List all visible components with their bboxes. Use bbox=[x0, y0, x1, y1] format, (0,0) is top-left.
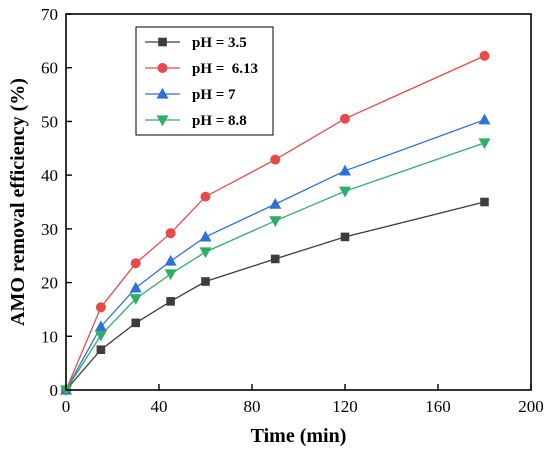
data-point bbox=[270, 154, 281, 165]
data-point bbox=[200, 191, 211, 202]
data-point bbox=[199, 230, 212, 242]
series-line bbox=[65, 201, 485, 391]
series-line bbox=[65, 142, 485, 391]
data-point bbox=[199, 247, 212, 259]
data-point bbox=[129, 281, 142, 293]
x-tick-label: 40 bbox=[151, 397, 168, 416]
data-point bbox=[340, 113, 350, 124]
data-point bbox=[478, 113, 491, 125]
series-line bbox=[65, 55, 485, 391]
legend: pH = 3.5 pH = 6.13 pH = 7 pH = 8.8 bbox=[135, 26, 274, 136]
data-point bbox=[201, 277, 210, 286]
data-point bbox=[270, 254, 280, 264]
legend-entry: pH = 7 bbox=[145, 87, 236, 103]
x-tick-label: 160 bbox=[425, 397, 451, 416]
data-point bbox=[478, 138, 491, 150]
legend-marker bbox=[156, 87, 169, 99]
data-point bbox=[339, 164, 351, 176]
series-layer bbox=[60, 50, 491, 397]
data-point bbox=[479, 50, 490, 61]
legend-entry: pH = 8.8 bbox=[145, 113, 247, 129]
x-tick-label: 0 bbox=[62, 397, 71, 416]
y-axis: 0 10 20 30 40 50 60 70 bbox=[41, 5, 72, 400]
data-point bbox=[164, 254, 177, 266]
data-point bbox=[166, 297, 175, 306]
y-tick-label: 40 bbox=[41, 166, 58, 185]
data-point bbox=[339, 186, 351, 198]
legend-marker bbox=[157, 63, 168, 73]
legend-label: pH = 3.5 bbox=[192, 35, 247, 51]
legend-entry: pH = 6.13 bbox=[145, 61, 258, 77]
legend-label: pH = 7 bbox=[192, 87, 236, 103]
data-point bbox=[269, 216, 282, 227]
data-point bbox=[94, 330, 107, 342]
y-tick-label: 60 bbox=[41, 59, 58, 78]
x-tick-label: 200 bbox=[518, 397, 544, 416]
series-3 bbox=[60, 113, 491, 395]
data-point bbox=[165, 228, 176, 239]
data-point bbox=[164, 269, 177, 281]
legend-marker bbox=[156, 115, 169, 127]
data-point bbox=[95, 302, 106, 313]
data-point bbox=[94, 320, 107, 332]
legend-label: pH = 6.13 bbox=[192, 61, 258, 77]
data-point bbox=[131, 318, 141, 328]
x-axis-title: Time (min) bbox=[251, 425, 347, 447]
data-point bbox=[269, 197, 282, 209]
legend-entry: pH = 3.5 bbox=[145, 35, 247, 51]
x-axis: 0 40 80 120 160 200 bbox=[62, 384, 544, 416]
y-tick-label: 10 bbox=[41, 327, 58, 346]
series-4 bbox=[60, 138, 491, 397]
plot-frame bbox=[65, 13, 532, 391]
x-tick-label: 120 bbox=[332, 397, 358, 416]
legend-label: pH = 8.8 bbox=[192, 113, 247, 129]
series-line bbox=[65, 119, 485, 391]
data-point bbox=[480, 197, 489, 207]
legend-marker bbox=[158, 37, 167, 47]
y-tick-label: 20 bbox=[41, 274, 58, 293]
y-axis-title: AMO removal efficiency (%) bbox=[7, 78, 29, 326]
y-tick-label: 50 bbox=[41, 112, 58, 131]
data-point bbox=[130, 258, 141, 269]
data-point bbox=[340, 232, 350, 242]
series-1 bbox=[61, 197, 489, 395]
data-point bbox=[96, 345, 106, 355]
x-tick-label: 80 bbox=[244, 397, 261, 416]
data-point bbox=[129, 294, 142, 305]
y-tick-label: 0 bbox=[50, 381, 59, 400]
y-tick-label: 30 bbox=[41, 220, 58, 239]
y-tick-label: 70 bbox=[41, 5, 58, 24]
